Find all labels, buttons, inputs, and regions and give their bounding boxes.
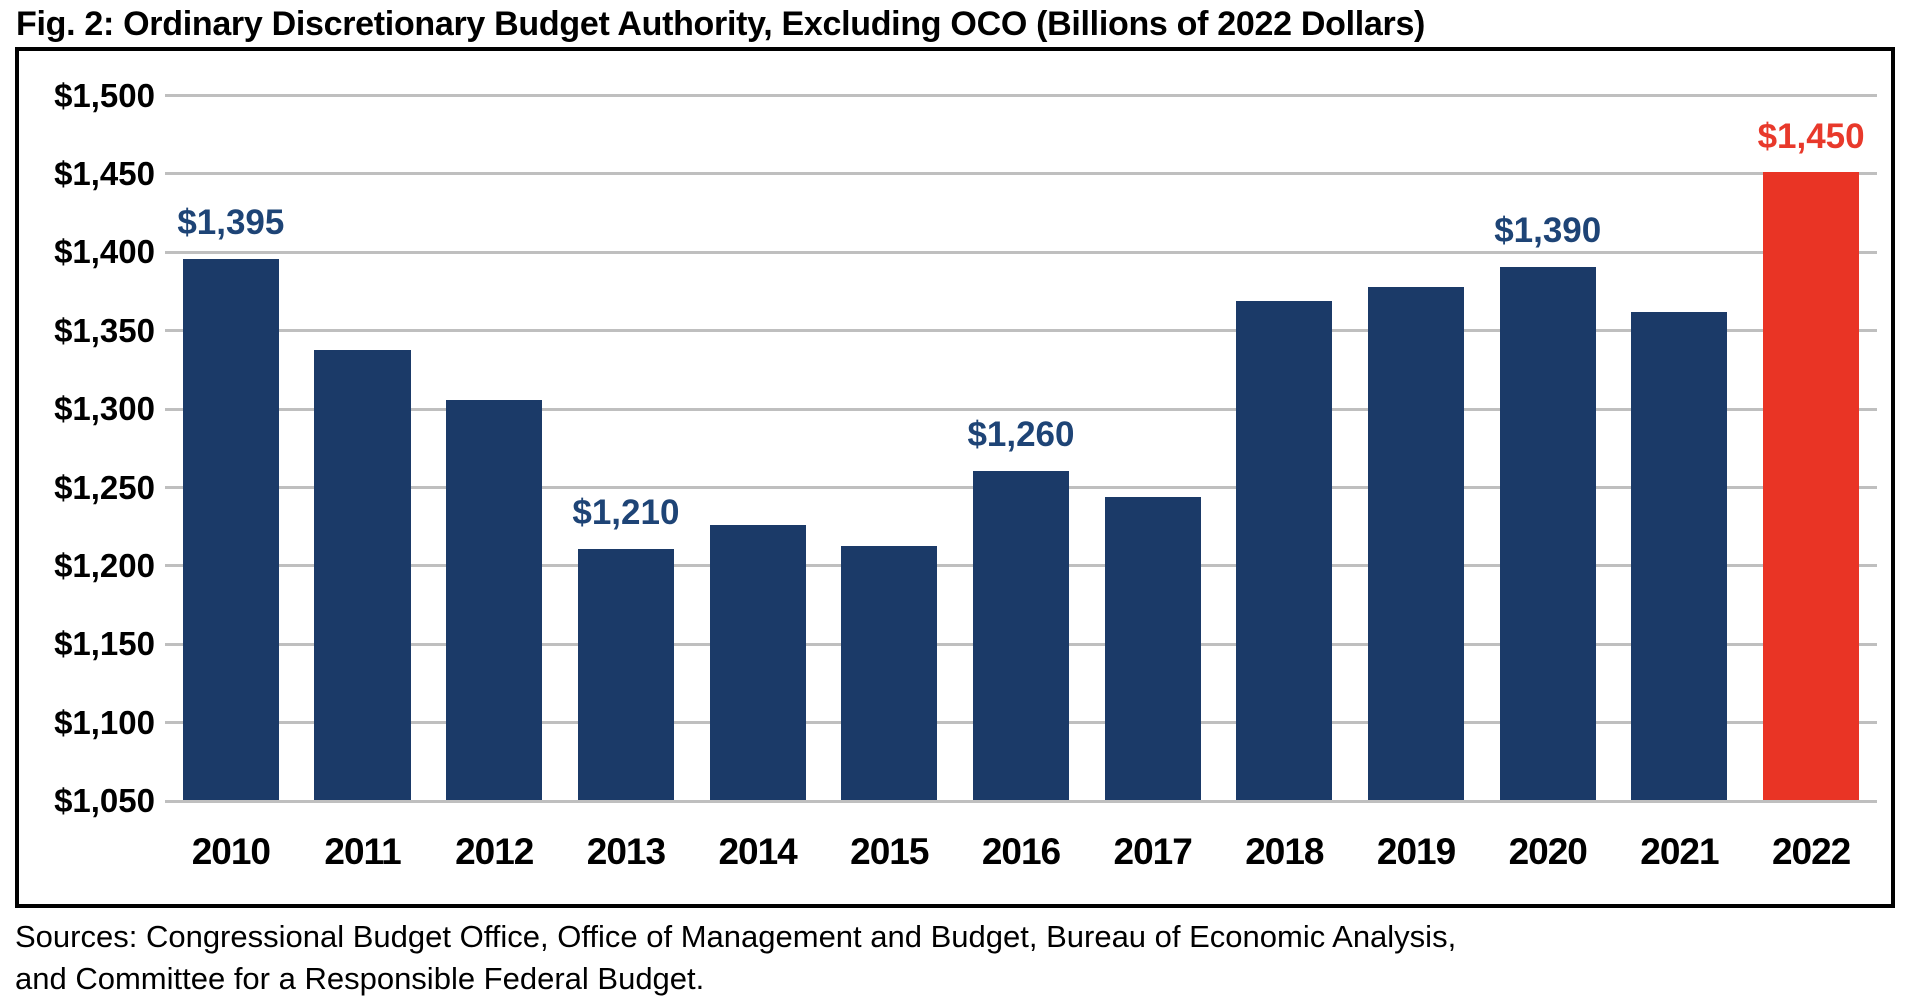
bar-slot-2022: $1,450 xyxy=(1745,94,1877,800)
bar-2022 xyxy=(1763,172,1860,800)
data-label-2016: $1,260 xyxy=(967,415,1075,455)
bar-slot-2021 xyxy=(1614,94,1746,800)
y-tick-label: $1,400 xyxy=(54,233,155,271)
bar-2013 xyxy=(577,548,674,800)
x-tick-label-2012: 2012 xyxy=(455,831,534,872)
gridline xyxy=(165,799,1877,803)
x-tick-label-2018: 2018 xyxy=(1245,831,1324,872)
x-tick-label-2021: 2021 xyxy=(1640,831,1719,872)
x-tick-label-2020: 2020 xyxy=(1508,831,1588,872)
gridline xyxy=(165,329,1877,333)
bar-2015 xyxy=(841,545,938,800)
bar-2011 xyxy=(314,349,411,800)
gridline xyxy=(165,172,1877,176)
y-tick-label: $1,100 xyxy=(54,703,155,741)
chart-area: $1,500 $1,450 $1,400 $1,350 $1,300 $1,250 $1,2… xyxy=(15,47,1895,908)
gridline xyxy=(165,407,1877,411)
bar-slot-2011 xyxy=(297,94,429,800)
data-label-2013: $1,210 xyxy=(572,493,680,533)
x-tick-label-2014: 2014 xyxy=(718,831,797,872)
bar-slot-2010: $1,395 xyxy=(165,94,297,800)
bar-slot-2014 xyxy=(692,94,824,800)
sources-note: Sources: Congressional Budget Office, Of… xyxy=(15,919,1457,996)
y-tick-label: $1,150 xyxy=(54,625,155,663)
bar-2012 xyxy=(446,399,543,800)
y-tick-label: $1,350 xyxy=(54,311,155,349)
bar-2010 xyxy=(182,258,279,800)
x-tick-label-2016: 2016 xyxy=(981,831,1061,872)
data-label-2022: $1,450 xyxy=(1757,116,1865,156)
x-tick-label-2010: 2010 xyxy=(191,831,271,872)
x-tick-label-2022: 2022 xyxy=(1771,831,1851,872)
y-tick-label: $1,300 xyxy=(54,390,155,428)
x-tick-label-2017: 2017 xyxy=(1113,831,1193,872)
bar-2014 xyxy=(709,525,806,800)
bar-slot-2018 xyxy=(1219,94,1351,800)
bar-slot-2016: $1,260 xyxy=(955,94,1087,800)
x-axis-labels: 2010 2011 2012 2013 2014 2015 2016 2017 2018 2019… xyxy=(165,831,1877,873)
gridline xyxy=(165,94,1877,97)
bar-slot-2020: $1,390 xyxy=(1482,94,1614,800)
y-tick-label: $1,450 xyxy=(54,154,155,192)
bar-slot-2015 xyxy=(823,94,955,800)
bar-2021 xyxy=(1631,312,1728,800)
y-tick-label: $1,250 xyxy=(54,468,155,506)
bar-series: $1,395 $1,210 $1,260 $1,390 $1,450 xyxy=(165,94,1877,800)
bar-slot-2012 xyxy=(428,94,560,800)
bar-slot-2019 xyxy=(1350,94,1482,800)
bar-2020 xyxy=(1499,266,1596,800)
figure-title: Fig. 2: Ordinary Discretionary Budget Au… xyxy=(16,5,1426,43)
y-tick-label: $1,050 xyxy=(54,782,155,820)
x-tick-label-2019: 2019 xyxy=(1376,831,1456,872)
gridline xyxy=(165,250,1877,254)
bar-2016 xyxy=(972,470,1070,800)
bar-2017 xyxy=(1104,497,1201,800)
x-tick-label-2011: 2011 xyxy=(324,831,401,872)
bar-2018 xyxy=(1236,301,1333,800)
bar-2019 xyxy=(1367,286,1465,800)
bar-slot-2013: $1,210 xyxy=(560,94,692,800)
x-tick-label-2013: 2013 xyxy=(586,831,666,872)
bar-slot-2017 xyxy=(1087,94,1219,800)
y-tick-label: $1,500 xyxy=(54,76,155,114)
x-tick-label-2015: 2015 xyxy=(850,831,929,872)
data-label-2020: $1,390 xyxy=(1494,211,1602,251)
y-axis-labels: $1,500 $1,450 $1,400 $1,350 $1,300 $1,250 $1,2… xyxy=(19,51,159,904)
y-tick-label: $1,200 xyxy=(54,546,155,584)
data-label-2010: $1,395 xyxy=(177,203,285,243)
